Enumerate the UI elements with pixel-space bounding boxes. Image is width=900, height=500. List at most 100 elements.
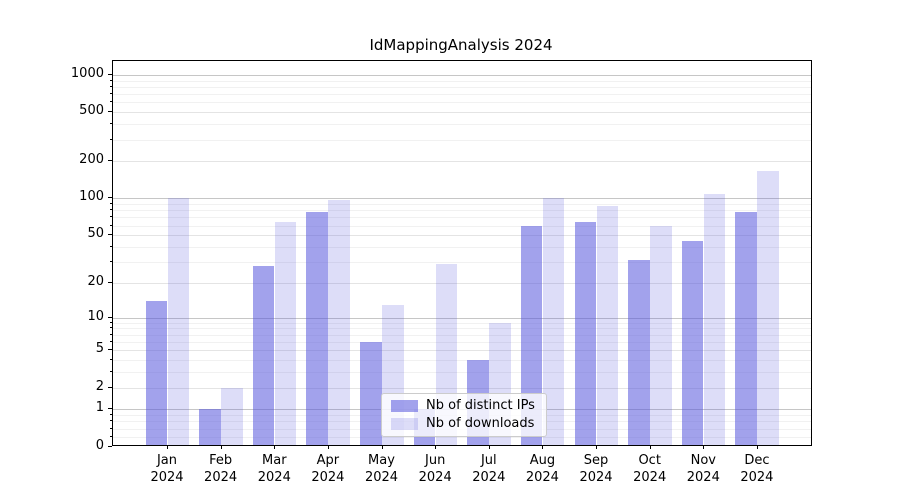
y-tick-label-10: 10 (87, 308, 104, 324)
bar-downloads-feb (221, 387, 243, 445)
gridline-10 (113, 317, 811, 319)
x-tick-label-jan: Jan 2024 (150, 453, 184, 485)
y-minortick-0.8 (110, 414, 112, 415)
legend-item-distinct-ips: Nb of distinct IPs (391, 399, 546, 413)
y-minortick-800 (110, 86, 112, 87)
gridline-1000 (113, 75, 811, 76)
gridline-30 (113, 261, 811, 263)
bar-ips-may (360, 341, 382, 445)
gridline-40 (113, 246, 811, 248)
x-tick-nov (703, 445, 705, 449)
bar-ips-sep (574, 222, 596, 445)
bar-ips-dec (735, 211, 757, 445)
y-minortick-20 (110, 281, 112, 283)
x-tick-feb (220, 445, 222, 449)
y-tick-10 (108, 316, 112, 318)
y-minortick-4 (110, 359, 112, 360)
chart-title: IdMappingAnalysis 2024 (369, 36, 553, 54)
y-tick-label-0: 0 (95, 437, 104, 453)
gridline-2 (113, 387, 811, 389)
bar-ips-nov (681, 240, 704, 445)
y-tick-0 (108, 445, 112, 447)
gridline-60 (113, 225, 811, 227)
y-minortick-60 (110, 224, 112, 226)
legend-label-distinct-ips: Nb of distinct IPs (426, 398, 535, 413)
gridline-100 (113, 198, 811, 200)
x-tick-jan (167, 445, 168, 449)
x-tick-sep (596, 445, 597, 449)
x-tick-apr (327, 445, 329, 449)
y-tick-100 (108, 197, 112, 199)
x-tick-oct (649, 445, 651, 449)
y-minortick-8 (110, 327, 112, 329)
gridline-20 (113, 282, 811, 284)
y-minortick-50 (110, 234, 112, 236)
bar-downloads-apr (328, 200, 350, 445)
x-tick-jul (488, 445, 490, 449)
y-tick-label-20: 20 (87, 273, 104, 289)
bar-ips-feb (199, 409, 221, 445)
x-tick-label-apr: Apr 2024 (311, 453, 345, 485)
x-tick-label-aug: Aug 2024 (525, 453, 559, 485)
bar-downloads-oct (650, 225, 672, 445)
bar-ips-jan (145, 300, 167, 445)
y-minortick-600 (110, 101, 112, 103)
legend-item-downloads: Nb of downloads (391, 417, 546, 431)
y-minortick-0.6 (110, 420, 112, 422)
bar-downloads-jan (167, 198, 189, 445)
y-minortick-900 (110, 79, 112, 81)
bar-downloads-sep (596, 206, 618, 445)
legend: Nb of distinct IPs Nb of downloads (381, 393, 547, 437)
y-minortick-80 (110, 209, 112, 211)
gridline-300 (113, 139, 811, 141)
y-tick-label-2: 2 (95, 378, 104, 394)
y-tick-1 (108, 408, 112, 410)
y-minortick-400 (110, 123, 112, 125)
y-minortick-300 (110, 138, 112, 140)
x-tick-label-sep: Sep 2024 (579, 453, 613, 485)
gridline-800 (113, 87, 811, 88)
y-tick-label-200: 200 (79, 152, 104, 168)
x-tick-may (381, 445, 383, 449)
y-minortick-0.2 (110, 435, 112, 437)
x-tick-label-may: May 2024 (364, 453, 399, 485)
bar-downloads-dec (757, 170, 779, 445)
gridline-9 (113, 322, 811, 324)
bar-downloads-aug (542, 198, 565, 445)
y-minortick-3 (110, 371, 112, 372)
gridline-70 (113, 217, 811, 219)
gridline-3 (113, 372, 811, 373)
y-minortick-40 (110, 245, 112, 247)
bar-downloads-mar (274, 222, 297, 445)
y-minortick-9 (110, 321, 112, 323)
bar-ips-apr (306, 212, 328, 445)
y-tick-1000 (108, 74, 112, 75)
bar-ips-oct (628, 260, 650, 445)
y-tick-label-50: 50 (87, 226, 104, 242)
bar-ips-mar (252, 265, 275, 445)
plot-area (112, 60, 812, 446)
y-tick-label-1000: 1000 (70, 66, 104, 81)
y-minortick-90 (110, 203, 112, 204)
x-tick-label-jun: Jun 2024 (418, 453, 452, 485)
gridline-5 (113, 350, 811, 352)
gridline-900 (113, 80, 811, 82)
y-minortick-2 (110, 386, 112, 388)
gridline-50 (113, 235, 811, 237)
x-tick-jun (435, 445, 437, 449)
x-tick-label-dec: Dec 2024 (740, 453, 774, 485)
x-tick-mar (274, 445, 276, 449)
gridline-6 (113, 341, 811, 343)
gridline-4 (113, 360, 811, 361)
bar-ips-aug (520, 225, 543, 445)
gridline-700 (113, 94, 811, 96)
y-minortick-500 (110, 111, 112, 113)
gridline-600 (113, 102, 811, 104)
y-minortick-6 (110, 340, 112, 342)
bar-downloads-nov (703, 194, 726, 445)
y-tick-label-100: 100 (79, 189, 104, 205)
y-minortick-5 (110, 349, 112, 351)
x-tick-label-oct: Oct 2024 (633, 453, 667, 485)
y-minortick-30 (110, 260, 112, 262)
